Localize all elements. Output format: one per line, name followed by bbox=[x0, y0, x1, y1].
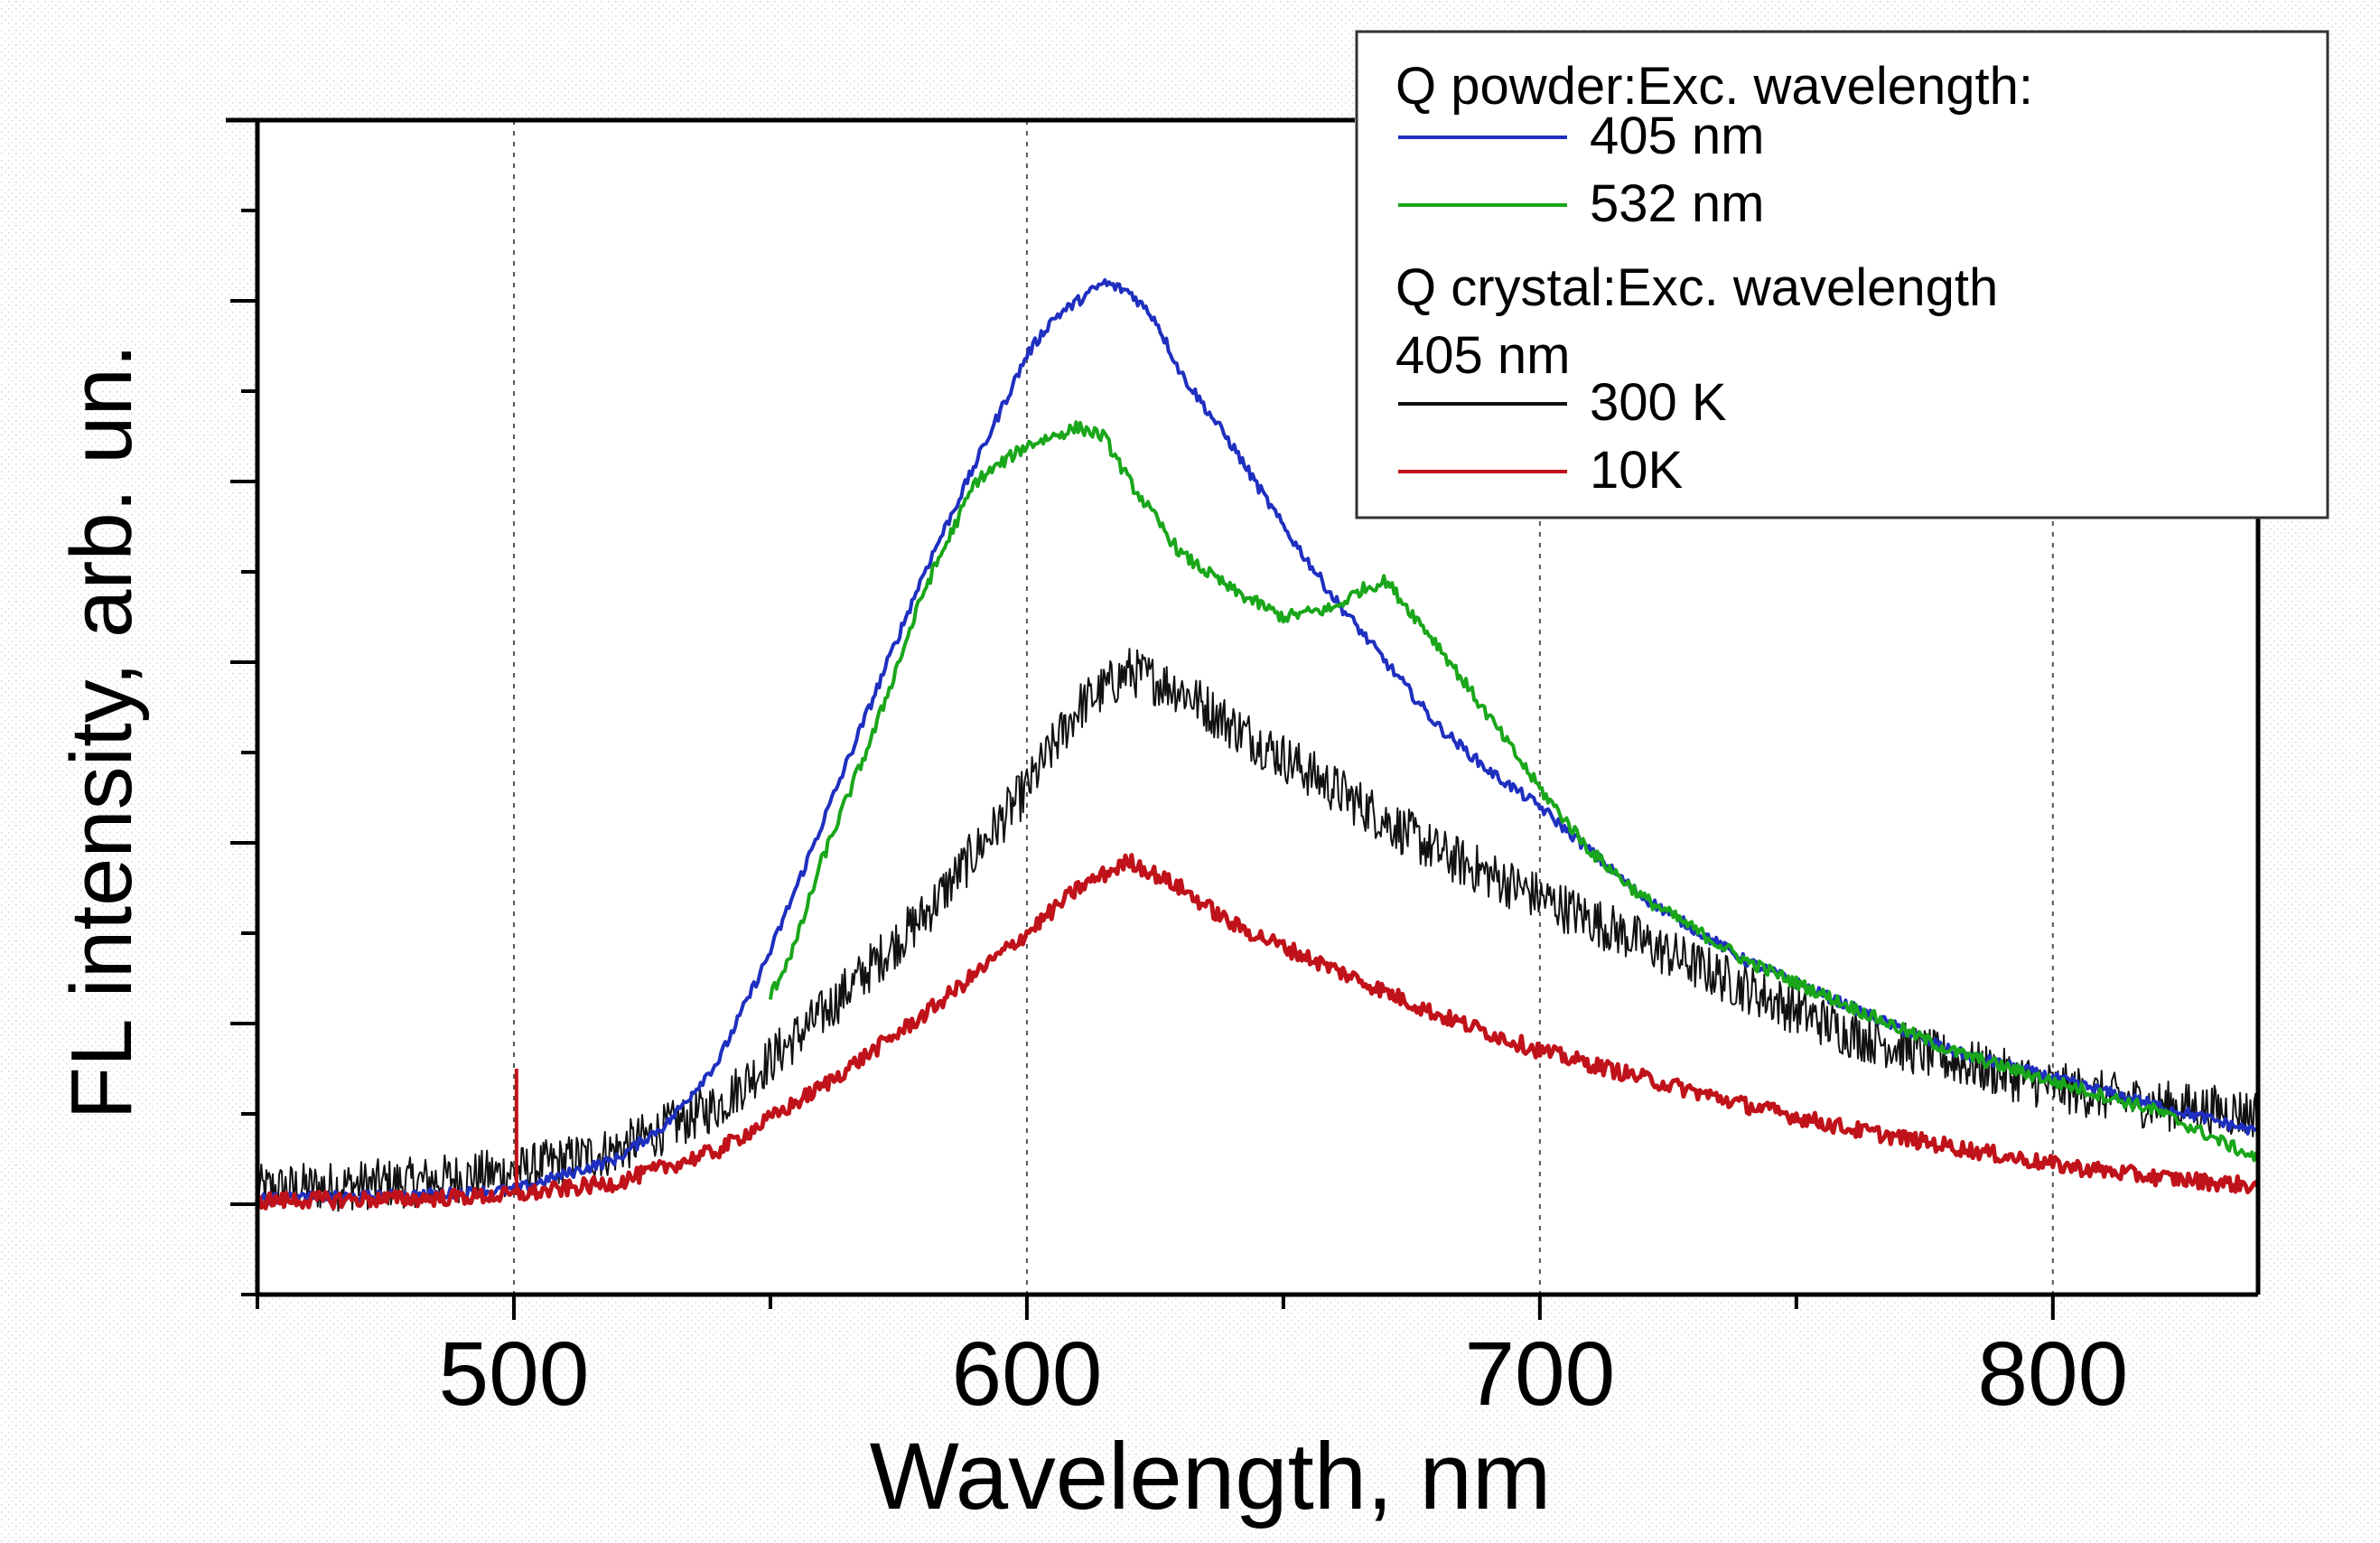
legend-label-300-k: 300 K bbox=[1590, 373, 1727, 432]
legend-label-532-nm: 532 nm bbox=[1590, 174, 1764, 233]
series-line-300-k bbox=[257, 648, 2259, 1212]
series-line-532-nm bbox=[768, 420, 2260, 1163]
series-line-10k bbox=[256, 853, 2261, 1211]
legend-header-crystal: Q crystal:Exc. wavelength bbox=[1395, 258, 1998, 317]
x-tick-label: 800 bbox=[1977, 1323, 2128, 1425]
y-axis-title: FL intensity, arb. un. bbox=[53, 343, 150, 1119]
legend-header-crystal-sub: 405 nm bbox=[1395, 326, 1570, 385]
legend-box bbox=[1355, 30, 2329, 519]
axes: 500 600 700 800 Wavelength, nm FL intensity, … bbox=[53, 117, 2261, 1529]
legend-header-powder: Q powder:Exc. wavelength: bbox=[1395, 57, 2033, 116]
x-tick-label: 600 bbox=[951, 1323, 1102, 1425]
x-axis-title: Wavelength, nm bbox=[870, 1424, 1552, 1529]
legend-label-10k: 10K bbox=[1590, 441, 1684, 500]
x-tick-label: 500 bbox=[439, 1323, 590, 1425]
x-tick-label: 700 bbox=[1464, 1323, 1615, 1425]
legend-label-405-nm: 405 nm bbox=[1590, 107, 1764, 165]
